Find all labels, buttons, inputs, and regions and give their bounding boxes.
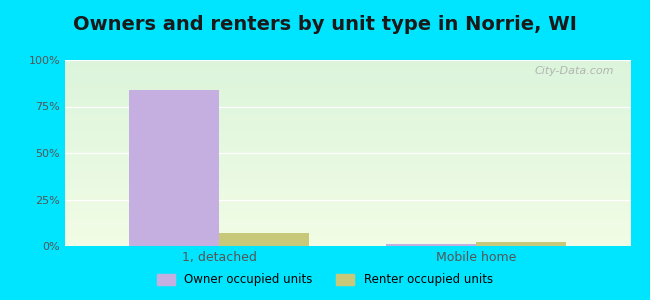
Legend: Owner occupied units, Renter occupied units: Owner occupied units, Renter occupied un… [153, 269, 497, 291]
Bar [129, 90, 219, 246]
Bar [386, 244, 476, 246]
Bar [476, 242, 566, 246]
Text: City-Data.com: City-Data.com [534, 66, 614, 76]
Bar [219, 233, 309, 246]
Text: Owners and renters by unit type in Norrie, WI: Owners and renters by unit type in Norri… [73, 15, 577, 34]
